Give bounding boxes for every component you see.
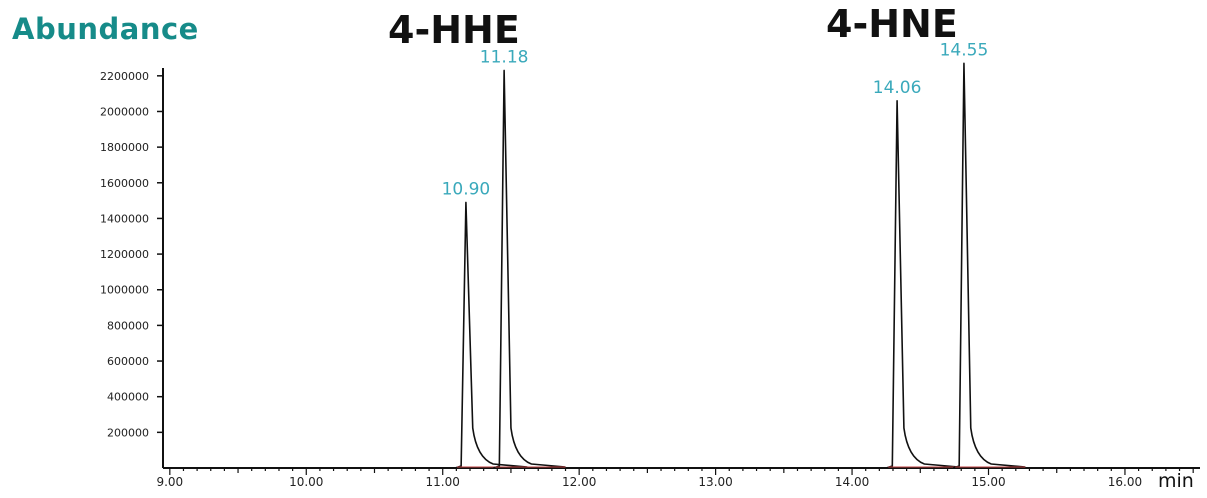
- x-tick-label: 13.00: [698, 475, 732, 489]
- y-tick-label: 1200000: [100, 248, 149, 261]
- peak-label: 11.18: [480, 47, 529, 67]
- y-tick-label: 1400000: [100, 212, 149, 225]
- y-tick-label: 2200000: [100, 70, 149, 83]
- y-tick-label: 600000: [107, 355, 149, 368]
- compound-label-4-hhe: 4-HHE: [388, 8, 520, 52]
- x-tick-label: 15.00: [971, 475, 1005, 489]
- y-tick-label: 200000: [107, 426, 149, 439]
- peak-trace: [952, 62, 1026, 469]
- peak-label: 10.90: [442, 179, 491, 199]
- peak-labels: 10.90 11.18 14.06 14.55: [442, 40, 989, 199]
- peak-trace: [886, 99, 959, 469]
- y-axis-title: Abundance: [12, 12, 199, 46]
- y-tick-label: 1600000: [100, 177, 149, 190]
- y-ticks: 200000 400000 600000 800000 1000000 1200000 14…: [100, 70, 163, 439]
- x-tick-label: 14.00: [835, 475, 869, 489]
- x-axis-unit: min: [1158, 470, 1194, 492]
- x-ticks: 9.00 10.00 11.00 12.00 13.00 14.00 15.00 16.00: [156, 468, 1194, 489]
- peak-trace: [493, 69, 566, 469]
- y-tick-label: 1000000: [100, 284, 149, 297]
- x-tick-label: 16.00: [1108, 475, 1142, 489]
- y-tick-label: 2000000: [100, 105, 149, 118]
- x-tick-label: 10.00: [289, 475, 323, 489]
- compound-label-4-hne: 4-HNE: [826, 2, 958, 46]
- peak-label: 14.55: [940, 40, 989, 60]
- y-tick-label: 400000: [107, 391, 149, 404]
- peak-label: 14.06: [873, 78, 922, 98]
- axes: [162, 68, 1200, 469]
- x-tick-label: 9.00: [156, 475, 183, 489]
- y-tick-label: 800000: [107, 319, 149, 332]
- x-tick-label: 11.00: [426, 475, 460, 489]
- peak-trace: [454, 201, 528, 469]
- x-tick-label: 12.00: [562, 475, 596, 489]
- traces: [454, 62, 1026, 469]
- y-tick-label: 1800000: [100, 141, 149, 154]
